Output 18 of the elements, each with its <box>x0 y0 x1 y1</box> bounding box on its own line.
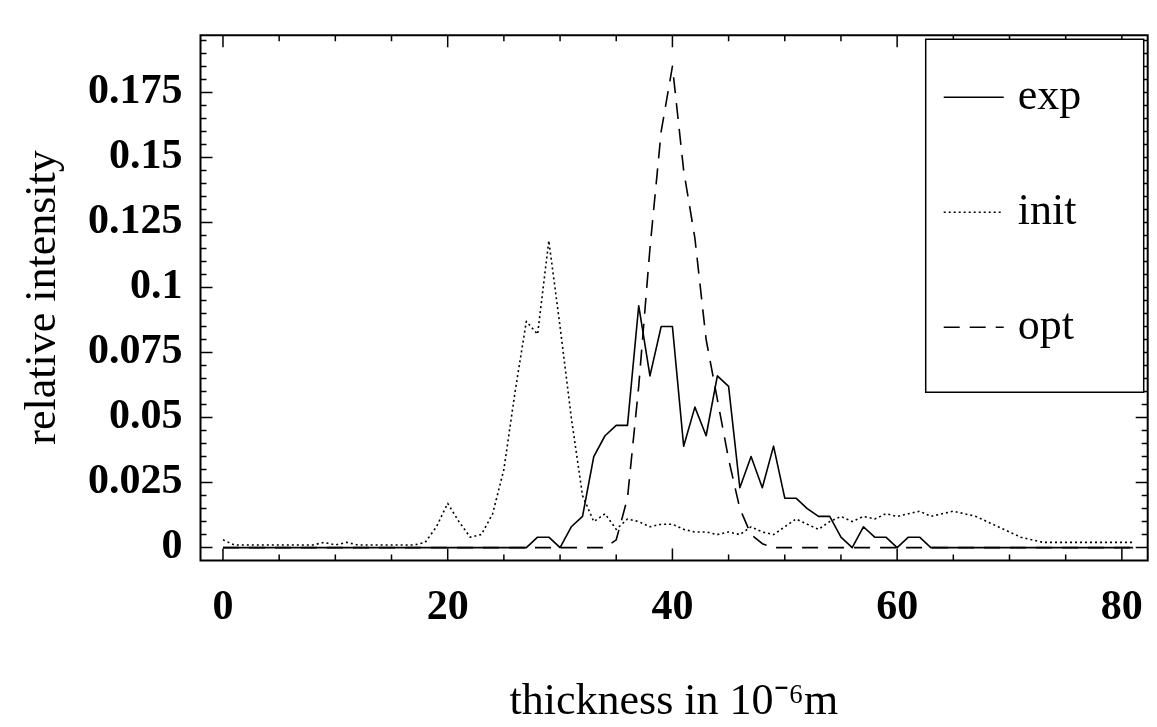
y-tick-label: 0.175 <box>88 66 183 113</box>
legend-label: opt <box>1017 299 1074 349</box>
x-tick-label: 60 <box>876 581 919 628</box>
x-axis-title: thickness in 10⁻⁶m <box>509 674 839 726</box>
y-tick-label: 0.125 <box>88 196 183 243</box>
x-tick-label: 20 <box>426 581 469 628</box>
x-tick-label: 80 <box>1100 581 1143 628</box>
x-tick-label: 40 <box>651 581 694 628</box>
y-tick-label: 0.1 <box>130 261 183 308</box>
y-tick-label: 0.075 <box>88 326 183 373</box>
y-tick-label: 0.15 <box>109 131 183 178</box>
y-tick-label: 0.05 <box>109 391 183 438</box>
y-axis-title: relative intensity <box>14 150 66 446</box>
legend-label: exp <box>1017 69 1082 119</box>
y-tick-label: 0 <box>161 521 183 568</box>
x-tick-label: 0 <box>212 581 234 628</box>
y-tick-label: 0.025 <box>88 456 183 503</box>
legend-label: init <box>1017 184 1077 234</box>
